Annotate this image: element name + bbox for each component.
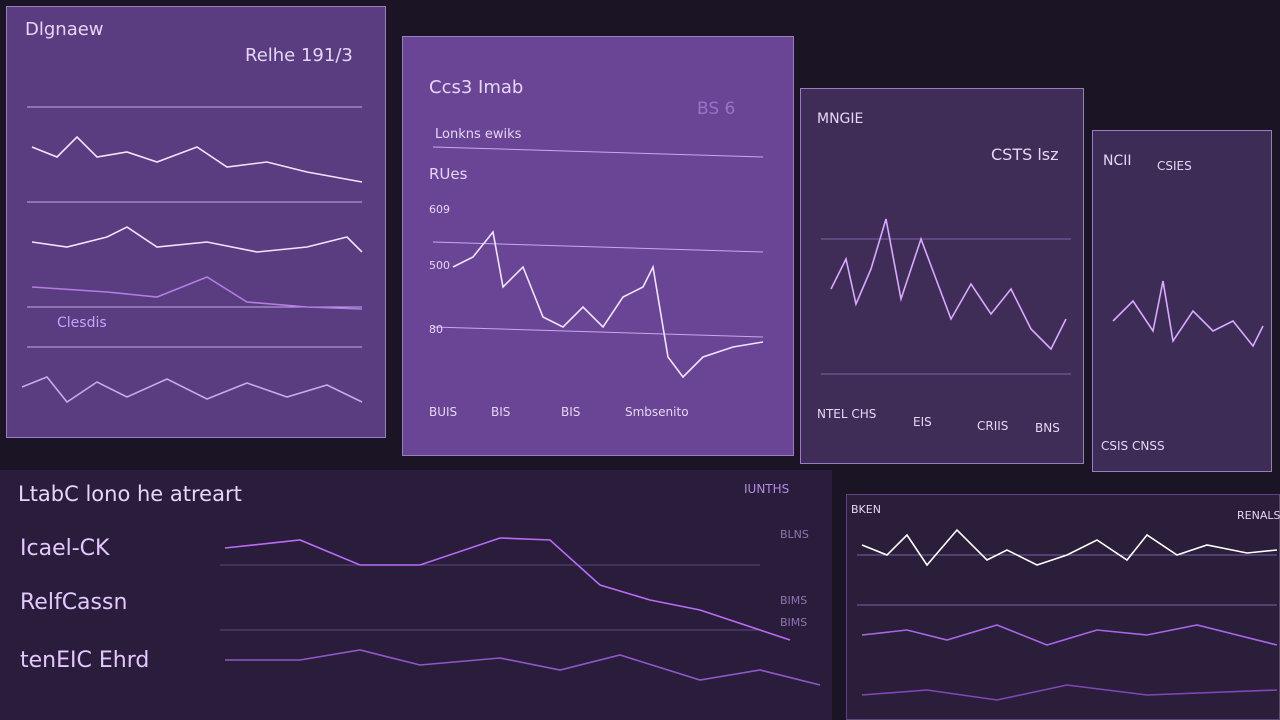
panel: NCII CSIES CSIS CNSS — [1092, 130, 1272, 472]
panel-art — [821, 218, 1071, 375]
tag: RENALS — [1237, 509, 1280, 522]
subtitle: CSIES — [1157, 159, 1192, 173]
panel-art — [1112, 280, 1264, 348]
footer: NTEL CHS — [817, 407, 877, 421]
bottom-panel: LtabC lono he atreart IUNTHS Icael-CK Re… — [0, 470, 832, 720]
side-label: BLNS — [780, 528, 809, 541]
side-label: BIMS — [780, 594, 808, 607]
subtitle: Relhe 191/3 — [245, 45, 353, 66]
subtitle: CSTS lsz — [991, 145, 1059, 164]
title: NCII — [1103, 153, 1132, 169]
footer: Smbsenito — [625, 405, 689, 419]
axis-label: 609 — [429, 203, 450, 216]
title: Dlgnaew — [25, 19, 104, 40]
panel-art — [857, 528, 1278, 701]
label: Clesdis — [57, 315, 107, 331]
panel-art — [21, 106, 363, 404]
title: MNGIE — [817, 111, 864, 127]
side-label: BIMS — [780, 616, 808, 629]
row-label: tenEIC Ehrd — [20, 648, 150, 673]
subtitle: Lonkns ewiks — [435, 127, 522, 142]
footer: EIS — [913, 415, 932, 429]
panel: Ccs3 Imab Lonkns ewiks RUes BS 6 609 500… — [402, 36, 794, 456]
title: Ccs3 Imab — [429, 77, 524, 98]
corner: BS 6 — [697, 99, 736, 119]
footer: CRIIS — [977, 419, 1009, 433]
panel-art — [220, 537, 821, 686]
axis-label: 80 — [429, 323, 443, 336]
panel: MNGIE CSTS lsz NTEL CHS EIS CRIIS BNS — [800, 88, 1084, 464]
row-label: RelfCassn — [20, 590, 128, 615]
tag: IUNTHS — [744, 482, 790, 496]
footer: BUIS — [429, 405, 458, 419]
axis-label: 500 — [429, 259, 450, 272]
row-label: Icael-CK — [20, 536, 110, 561]
panel-art — [432, 146, 764, 379]
footer: CSIS CNSS — [1101, 439, 1165, 453]
label: RUes — [429, 165, 468, 183]
title: BKEN — [851, 503, 881, 516]
footer: BIS — [561, 405, 581, 419]
right-panel: BKEN RENALS — [846, 494, 1280, 720]
title: LtabC lono he atreart — [18, 482, 242, 506]
footer: BIS — [491, 405, 511, 419]
panel: Dlgnaew Relhe 191/3 Clesdis — [6, 6, 386, 438]
footer: BNS — [1035, 421, 1060, 435]
